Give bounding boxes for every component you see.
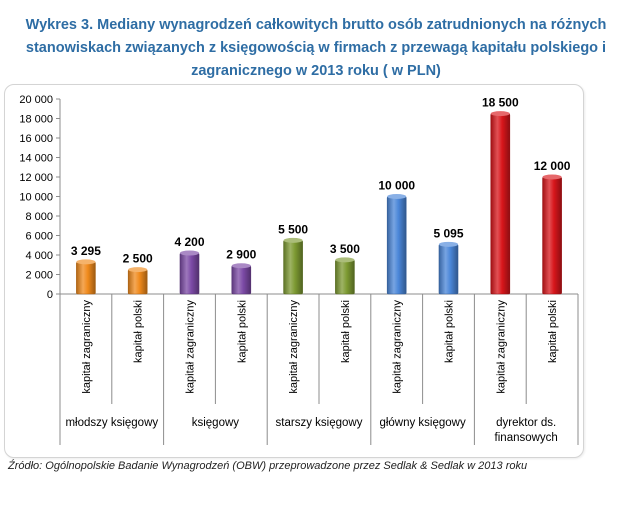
data-label: 18 500: [482, 96, 519, 110]
bar-cap: [231, 263, 251, 269]
y-tick-label: 16 000: [19, 133, 53, 145]
bar: [231, 265, 252, 295]
category-label: kapitał polski: [340, 300, 352, 363]
bar: [76, 261, 96, 295]
y-tick-label: 6 000: [25, 231, 53, 243]
bar: [127, 269, 148, 295]
y-tick-label: 10 000: [19, 192, 53, 204]
data-label: 10 000: [378, 179, 415, 193]
title-line-2: stanowiskach związanych z księgowością w…: [25, 40, 607, 56]
y-tick-label: 2 000: [25, 270, 53, 282]
group-label: główny księgowy: [379, 417, 466, 429]
category-label: kapitał zagraniczny: [495, 300, 507, 394]
group-label: młodszy księgowy: [65, 417, 158, 429]
category-label: kapitał zagraniczny: [392, 300, 404, 394]
data-label: 3 500: [330, 242, 360, 256]
y-tick-label: 12 000: [19, 172, 53, 184]
category-label: kapitał zagraniczny: [81, 300, 93, 394]
bar-cap: [490, 111, 510, 117]
y-tick-label: 8 000: [25, 211, 53, 223]
category-label: kapitał zagraniczny: [288, 300, 300, 394]
bar: [386, 196, 407, 295]
y-tick-label: 18 000: [19, 114, 53, 126]
group-label: dyrektor ds.: [496, 417, 556, 429]
chart-area: 0 2 000 4 000 6 000 8 000 10 000 12 000 14 000 1…: [4, 84, 584, 458]
y-tick-label: 20 000: [19, 94, 53, 106]
data-label: 12 000: [534, 159, 571, 173]
bar-cap: [76, 259, 96, 265]
group-label: finansowych: [495, 432, 558, 444]
y-tick-label: 4 000: [25, 250, 53, 262]
bar: [542, 176, 562, 295]
data-label: 5 500: [278, 222, 308, 236]
bar: [438, 244, 459, 295]
category-label: kapitał zagraniczny: [185, 300, 197, 394]
bar-cap: [542, 174, 562, 180]
category-label: kapitał polski: [547, 300, 559, 363]
bar: [179, 252, 200, 295]
category-label: kapitał polski: [444, 300, 456, 363]
data-label: 5 095: [433, 226, 463, 240]
bar-cap: [335, 257, 355, 263]
chart-title: Wykres 3. Mediany wynagrodzeń całkowityc…: [0, 14, 632, 83]
bar-cap: [128, 267, 148, 273]
title-line-1: Wykres 3. Mediany wynagrodzeń całkowityc…: [25, 17, 607, 33]
title-line-3: zagranicznego w 2013 roku ( w PLN): [191, 63, 441, 79]
y-tick-label: 0: [47, 289, 53, 301]
bar-cap: [387, 194, 407, 199]
data-label: 4 200: [174, 235, 204, 249]
group-label: starszy księgowy: [276, 417, 363, 429]
group-label: księgowy: [192, 417, 240, 429]
bar: [490, 113, 511, 295]
bar-chart: 0 2 000 4 000 6 000 8 000 10 000 12 000 14 000 1…: [19, 94, 579, 445]
bar-cap: [283, 237, 303, 243]
bar: [335, 259, 355, 295]
bar-cap: [180, 250, 199, 256]
bar-cap: [439, 241, 458, 247]
category-label: kapitał polski: [236, 300, 248, 363]
y-tick-label: 14 000: [19, 153, 53, 165]
source-note: Źródło: Ogólnopolskie Badanie Wynagrodze…: [8, 460, 528, 472]
bar: [283, 240, 303, 295]
data-label: 2 500: [123, 252, 153, 266]
category-label: kapitał polski: [133, 300, 145, 363]
data-label: 3 295: [71, 244, 101, 258]
data-label: 2 900: [226, 248, 256, 262]
